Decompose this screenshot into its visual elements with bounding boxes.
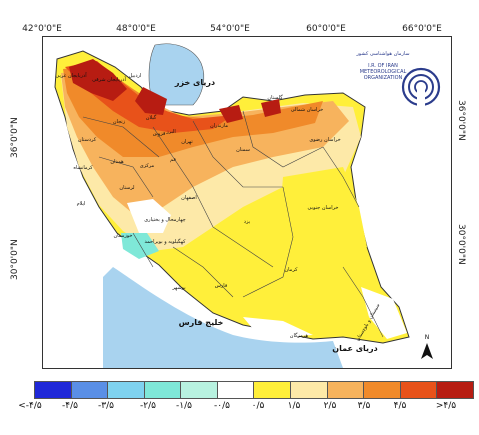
province-label: سمنان (236, 147, 250, 153)
province-label: خراسان شمالی (291, 107, 324, 113)
legend-label: -۴/۵ (62, 401, 78, 411)
lon-label-60: 60°0'0"E (306, 24, 346, 34)
persian-gulf (103, 267, 343, 368)
province-label: یزد (244, 219, 251, 225)
legend-label: ۳/۵ (357, 401, 371, 411)
province-label: زنجان (113, 119, 126, 125)
province-label: گلستان (267, 94, 283, 101)
province-label: آذربایجان غربی (55, 72, 87, 79)
legend-swatch (254, 382, 292, 398)
oman-label: دریای عمان (332, 344, 378, 353)
caspian-label: دریای خزر (174, 78, 215, 87)
logo-line-3: METEOROLOGICAL (360, 69, 407, 75)
province-label: کرمانشاه (73, 165, 93, 171)
lon-label-66: 66°0'0"E (402, 24, 442, 34)
lon-label-42: 42°0'0"E (22, 24, 62, 34)
legend-label: <-۴/۵ (18, 401, 42, 411)
province-label: کردستان (78, 137, 97, 143)
legend-swatch (144, 382, 182, 398)
zone-cyan-southwest (121, 233, 159, 259)
legend-label: -۳/۵ (98, 401, 114, 411)
legend-label: ۱/۵ (287, 401, 301, 411)
province-label: بوشهر (171, 285, 185, 291)
legend-label: -۲/۵ (140, 401, 156, 411)
svg-text:N: N (425, 334, 430, 341)
province-label: البرز (165, 129, 176, 135)
zone-white-southeast (361, 287, 407, 339)
north-arrow: N (421, 334, 433, 359)
hotspot-mazandaran (219, 105, 243, 123)
legend-swatch (108, 382, 145, 398)
zone-east-yellow (279, 167, 367, 267)
province-label: کرمان (284, 267, 298, 273)
hotspot-northwest (69, 59, 127, 101)
legend-swatch (217, 382, 255, 398)
province-label: گیلان (146, 114, 157, 121)
province-label: قم (170, 157, 176, 163)
province-label: همدان (110, 159, 124, 165)
province-label: هرمزگان (290, 332, 309, 339)
zone-white-southwest (127, 199, 171, 233)
color-legend (34, 381, 474, 399)
legend-swatch (291, 382, 328, 398)
legend-labels: <-۴/۵ -۴/۵ -۳/۵ -۲/۵ -۱/۵ -۰/۵ ۰/۵ ۱/۵ ۲… (0, 401, 479, 417)
meteorological-organization-logo: سازمان هواشناسی کشور I.R. OF IRAN METEOR… (355, 51, 441, 107)
zone-white-south (243, 317, 313, 337)
legend-label: >۴/۵ (435, 401, 457, 411)
logo-line-4: ORGANIZATION (364, 75, 403, 81)
province-label: اصفهان (181, 195, 197, 201)
province-label: کهگیلویه و بویراحمد (145, 238, 187, 245)
gulf-label: خلیج فارس (179, 318, 224, 328)
province-label: فارس (215, 283, 228, 289)
province-label: خوزستان (114, 233, 133, 239)
legend-swatch (437, 382, 473, 398)
iran-map: دریای خزر خلیج فارس دریای عمان آذربایجان… (54, 43, 441, 368)
province-label: اردبیل (129, 73, 142, 79)
logo-line-2: I.R. OF IRAN (368, 63, 398, 69)
lat-label-30-right: 30°0'0"N (456, 224, 466, 265)
province-label: خراسان جنوبی (308, 205, 339, 211)
province-label: چهارمحال و بختیاری (144, 217, 185, 223)
province-boundaries (82, 110, 384, 338)
hotspot-gilan (135, 87, 167, 115)
lon-label-48: 48°0'0"E (116, 24, 156, 34)
legend-swatch (71, 382, 109, 398)
legend-label: -۱/۵ (176, 401, 192, 411)
province-label: خراسان رضوی (309, 137, 340, 143)
lon-label-54: 54°0'0"E (210, 24, 250, 34)
caspian-sea (148, 43, 205, 106)
legend-swatch (327, 382, 365, 398)
legend-label: -۰/۵ (214, 401, 230, 411)
legend-swatch (364, 382, 401, 398)
province-label: لرستان (119, 185, 135, 191)
province-label: ایلام (77, 201, 86, 207)
lat-label-30-left: 30°0'0"N (10, 239, 20, 280)
logo-line-1: سازمان هواشناسی کشور (355, 51, 409, 57)
map-frame: دریای خزر خلیج فارس دریای عمان آذربایجان… (42, 36, 452, 369)
province-label: مازندران (210, 123, 228, 129)
legend-swatch (400, 382, 438, 398)
legend-label: ۴/۵ (393, 401, 407, 411)
province-label: آذربایجان شرقی (92, 76, 126, 83)
legend-label: ۰/۵ (251, 401, 265, 411)
legend-swatch (181, 382, 218, 398)
province-label: مرکزی (140, 163, 155, 169)
lat-label-36-left: 36°0'0"N (10, 117, 20, 158)
province-label: قزوین (153, 131, 166, 137)
legend-swatch (35, 382, 72, 398)
lat-label-36-right: 36°0'0"N (456, 100, 466, 141)
legend-label: ۲/۵ (323, 401, 337, 411)
province-label: تهران (181, 139, 193, 145)
hotspot-golestan (261, 99, 281, 117)
